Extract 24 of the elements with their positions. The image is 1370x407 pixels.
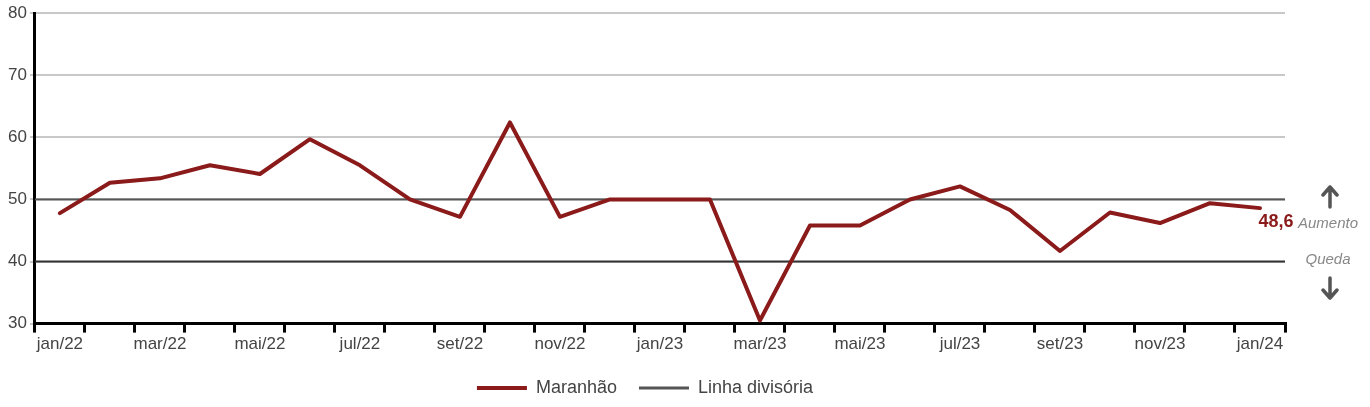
x-tick-label: mar/22 [133,334,187,354]
y-tick-label: 60 [7,127,27,147]
x-tick-label: set/23 [1036,334,1084,354]
text: Aumento [1296,213,1359,231]
x-tick-label: nov/22 [534,334,586,354]
y-tick-label: 30 [7,313,27,333]
x-tick-label: jan/22 [35,334,84,354]
y-tick-label: 40 [7,251,27,271]
x-tick-label: nov/23 [1134,334,1186,354]
x-tick-label: mai/22 [234,334,286,354]
x-tick-label: jul/22 [338,334,381,354]
data-label: 48,6 [1258,211,1294,232]
x-tick-label: jan/23 [635,334,684,354]
y-tick-label: 50 [7,189,27,209]
legend-label: Maranhão [535,376,617,397]
legend-label: Linha divisória [697,376,815,397]
y-tick-label: 70 [7,64,27,84]
x-tick-label: mar/23 [733,334,787,354]
x-tick-label: jan/24 [1235,334,1284,354]
x-tick-label: mai/23 [834,334,886,354]
x-tick-label: jul/23 [938,334,981,354]
text: Queda [1305,249,1351,267]
y-tick-label: 80 [7,2,27,22]
x-tick-label: set/22 [436,334,484,354]
